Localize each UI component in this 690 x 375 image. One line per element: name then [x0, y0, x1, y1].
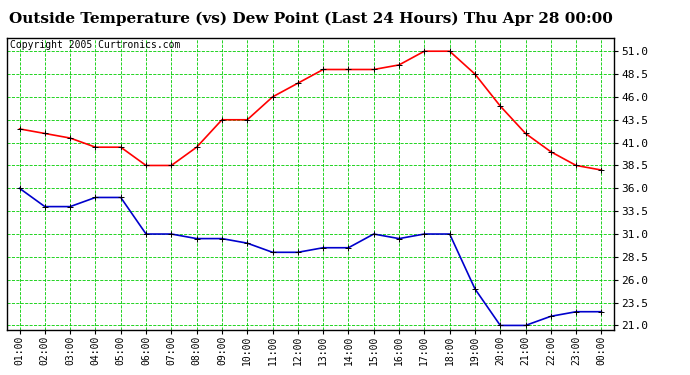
- Text: Copyright 2005 Curtronics.com: Copyright 2005 Curtronics.com: [10, 40, 180, 50]
- Text: Outside Temperature (vs) Dew Point (Last 24 Hours) Thu Apr 28 00:00: Outside Temperature (vs) Dew Point (Last…: [8, 11, 613, 26]
